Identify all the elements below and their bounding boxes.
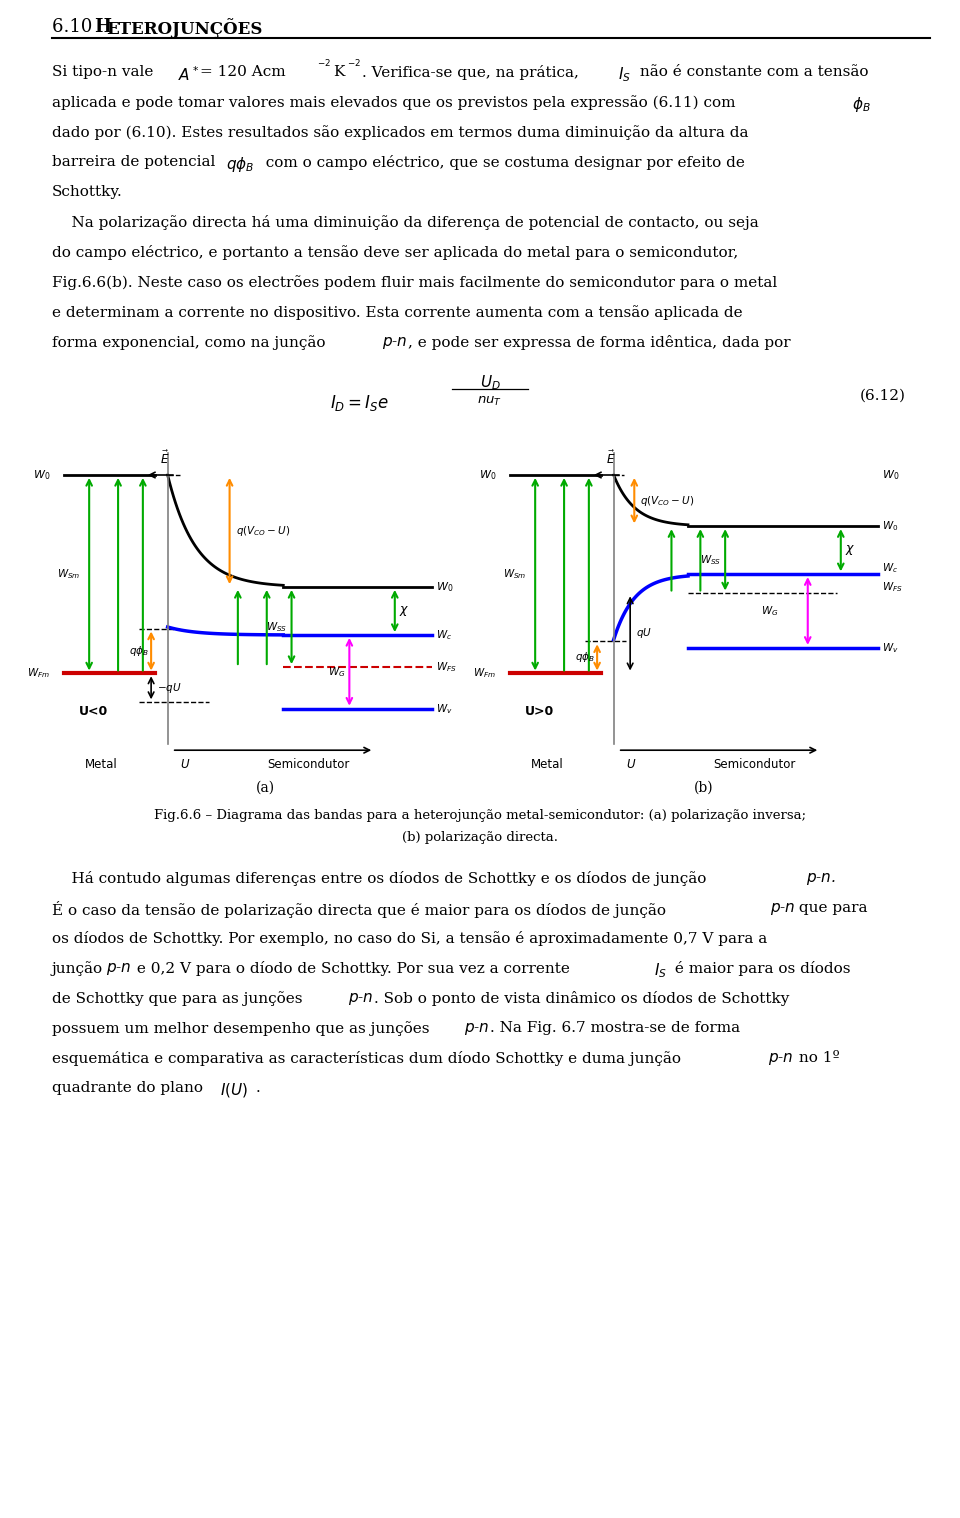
Text: $p$-$n$: $p$-$n$ [348,991,373,1006]
Text: $\vec{E}$: $\vec{E}$ [160,449,170,468]
Text: $W_{Sm}$: $W_{Sm}$ [503,568,527,581]
Text: Fig.6.6 – Diagrama das bandas para a heterojunção metal-semicondutor: (a) polari: Fig.6.6 – Diagrama das bandas para a het… [154,809,806,823]
Text: $W_v$: $W_v$ [882,641,899,654]
Text: que para: que para [794,902,868,915]
Text: barreira de potencial: barreira de potencial [52,155,220,168]
Text: $W_0$: $W_0$ [882,519,899,533]
Text: $p$-$n$: $p$-$n$ [106,961,132,978]
Text: $W_G$: $W_G$ [761,604,779,618]
Text: $p$-$n$: $p$-$n$ [382,335,407,351]
Text: $^{-2}$: $^{-2}$ [347,59,361,71]
Text: forma exponencial, como na junção: forma exponencial, como na junção [52,335,330,349]
Text: possuem um melhor desempenho que as junções: possuem um melhor desempenho que as junç… [52,1022,434,1035]
Text: K: K [333,65,345,79]
Text: $\vec{E}$: $\vec{E}$ [606,449,615,468]
Text: $q\phi_B$: $q\phi_B$ [575,650,595,665]
Text: Metal: Metal [85,757,118,771]
Text: (b): (b) [694,780,714,795]
Text: $W_G$: $W_G$ [327,665,346,679]
Text: $\chi$: $\chi$ [845,543,855,557]
Text: $p$-$n$: $p$-$n$ [464,1022,490,1037]
Text: $W_0$: $W_0$ [33,468,50,481]
Text: $U$: $U$ [626,757,636,771]
Text: $^{-2}$: $^{-2}$ [317,59,331,71]
Text: dado por (6.10). Estes resultados são explicados em termos duma diminuição da al: dado por (6.10). Estes resultados são ex… [52,124,749,140]
Text: $W_{Fm}$: $W_{Fm}$ [27,666,50,680]
Text: $W_{Sm}$: $W_{Sm}$ [58,568,81,581]
Text: ETEROJUNÇÕES: ETEROJUNÇÕES [106,18,262,38]
Text: (a): (a) [255,780,275,795]
Text: $U$: $U$ [180,757,190,771]
Text: = 120 Acm: = 120 Acm [200,65,286,79]
Text: Na polarização directa há uma diminuição da diferença de potencial de contacto, : Na polarização directa há uma diminuição… [52,216,758,231]
Text: $I_D = I_S e$: $I_D = I_S e$ [330,393,389,413]
Text: não é constante com a tensão: não é constante com a tensão [635,65,869,79]
Text: Há contudo algumas diferenças entre os díodos de Schottky e os díodos de junção: Há contudo algumas diferenças entre os d… [52,871,711,887]
Text: $W_c$: $W_c$ [882,560,899,575]
Text: e 0,2 V para o díodo de Schottky. Por sua vez a corrente: e 0,2 V para o díodo de Schottky. Por su… [132,961,575,976]
Text: do campo eléctrico, e portanto a tensão deve ser aplicada do metal para o semico: do campo eléctrico, e portanto a tensão … [52,244,738,260]
Text: $q\phi_B$: $q\phi_B$ [129,644,149,657]
Text: $W_v$: $W_v$ [436,701,453,715]
Text: $q(V_{CO}-U)$: $q(V_{CO}-U)$ [236,524,290,537]
Text: esquemática e comparativa as características dum díodo Schottky e duma junção: esquemática e comparativa as característ… [52,1050,685,1066]
Text: U>0: U>0 [525,706,554,718]
Text: Semicondutor: Semicondutor [267,757,349,771]
Text: $W_{FS}$: $W_{FS}$ [436,660,457,674]
Text: (b) polarização directa.: (b) polarização directa. [402,830,558,844]
Text: Metal: Metal [531,757,564,771]
Text: $qU$: $qU$ [636,627,653,641]
Text: Semicondutor: Semicondutor [713,757,795,771]
Text: $\phi_B$: $\phi_B$ [852,96,871,114]
Text: de Schottky que para as junções: de Schottky que para as junções [52,991,307,1006]
Text: $W_0$: $W_0$ [436,580,453,594]
Text: $W_0$: $W_0$ [882,468,900,481]
Text: $-qU$: $-qU$ [157,680,182,695]
Text: $W_{FS}$: $W_{FS}$ [882,580,903,594]
Text: $nu_T$: $nu_T$ [477,395,502,408]
Text: . Sob o ponto de vista dinâmico os díodos de Schottky: . Sob o ponto de vista dinâmico os díodo… [374,991,789,1006]
Text: junção: junção [52,961,108,976]
Text: . Na Fig. 6.7 mostra-se de forma: . Na Fig. 6.7 mostra-se de forma [490,1022,740,1035]
Text: . Verifica-se que, na prática,: . Verifica-se que, na prática, [362,65,584,80]
Text: é maior para os díodos: é maior para os díodos [670,961,851,976]
Text: Schottky.: Schottky. [52,185,123,199]
Text: 6.10: 6.10 [52,18,98,36]
Text: $A^*$: $A^*$ [178,65,200,83]
Text: (6.12): (6.12) [860,389,906,402]
Text: $W_{SS}$: $W_{SS}$ [266,619,287,635]
Text: $I(U)$: $I(U)$ [220,1081,249,1099]
Text: U<0: U<0 [79,706,108,718]
Text: H: H [94,18,111,36]
Text: .: . [256,1081,261,1094]
Text: Fig.6.6(b). Neste caso os electrões podem fluir mais facilmente do semicondutor : Fig.6.6(b). Neste caso os electrões pode… [52,275,778,290]
Text: Si tipo-n vale: Si tipo-n vale [52,65,158,79]
Text: $q(V_{CO}-U)$: $q(V_{CO}-U)$ [640,493,695,507]
Text: aplicada e pode tomar valores mais elevados que os previstos pela expressão (6.1: aplicada e pode tomar valores mais eleva… [52,96,740,109]
Text: os díodos de Schottky. Por exemplo, no caso do Si, a tensão é aproximadamente 0,: os díodos de Schottky. Por exemplo, no c… [52,931,767,946]
Text: com o campo eléctrico, que se costuma designar por efeito de: com o campo eléctrico, que se costuma de… [256,155,745,170]
Text: $p$-$n$: $p$-$n$ [770,902,796,917]
Text: $W_0$: $W_0$ [478,468,496,481]
Text: $p$-$n$: $p$-$n$ [768,1050,794,1067]
Text: $p$-$n$.: $p$-$n$. [806,871,836,887]
Text: $W_{SS}$: $W_{SS}$ [700,553,721,566]
Text: $\chi$: $\chi$ [399,604,409,618]
Text: $W_{Fm}$: $W_{Fm}$ [473,666,496,680]
Text: $U_D$: $U_D$ [480,373,500,392]
Text: $W_c$: $W_c$ [436,628,452,642]
Text: $q\phi_B$: $q\phi_B$ [226,155,254,175]
Text: $I_S$: $I_S$ [654,961,667,979]
Text: quadrante do plano: quadrante do plano [52,1081,208,1094]
Text: $I_S$: $I_S$ [618,65,631,83]
Text: e determinam a corrente no dispositivo. Esta corrente aumenta com a tensão aplic: e determinam a corrente no dispositivo. … [52,305,743,320]
Text: É o caso da tensão de polarização directa que é maior para os díodos de junção: É o caso da tensão de polarização direct… [52,902,671,918]
Text: , e pode ser expressa de forma idêntica, dada por: , e pode ser expressa de forma idêntica,… [408,335,791,351]
Text: no 1º: no 1º [794,1050,840,1066]
